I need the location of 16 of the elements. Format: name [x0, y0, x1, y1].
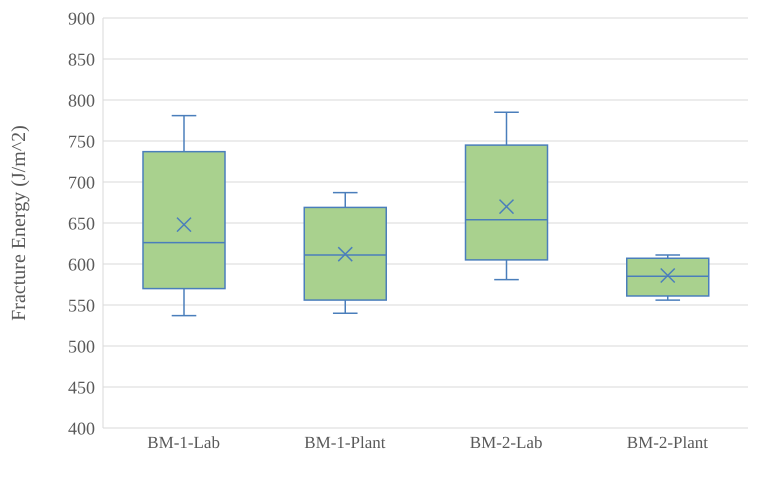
- y-tick-label: 400: [68, 418, 95, 438]
- y-tick-label: 550: [68, 295, 95, 316]
- y-tick-label: 800: [68, 90, 95, 110]
- x-tick-label: BM-1-Lab: [147, 433, 220, 452]
- y-tick-label: 500: [68, 336, 95, 356]
- y-tick-label: 650: [68, 213, 95, 234]
- y-tick-label: 700: [68, 172, 95, 192]
- y-axis-title: Fracture Energy (J/m^2): [8, 125, 30, 321]
- y-tick-label: 850: [68, 49, 95, 70]
- x-tick-label: BM-1-Plant: [304, 433, 386, 452]
- x-tick-label: BM-2-Lab: [470, 433, 542, 452]
- x-tick-label: BM-2-Plant: [626, 433, 708, 452]
- y-tick-label: 750: [68, 131, 95, 152]
- y-tick-label: 450: [68, 377, 95, 398]
- y-tick-label: 600: [68, 254, 95, 274]
- y-tick-label: 900: [68, 8, 95, 28]
